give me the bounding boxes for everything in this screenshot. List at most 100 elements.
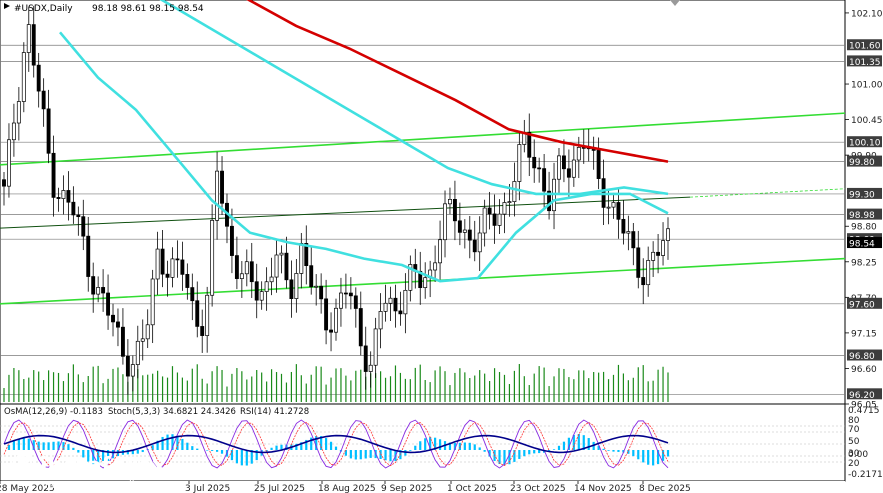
indicator-lines	[0, 419, 845, 469]
candle-body	[343, 292, 348, 295]
candle-body	[61, 190, 66, 199]
candle-body	[170, 258, 175, 278]
logo-brand-text: instaforex	[40, 454, 166, 479]
price-tag-bg	[847, 349, 882, 361]
indicator-tick-label: 30	[848, 449, 860, 459]
time-tick-label: 18 Aug 2025	[318, 484, 376, 493]
candle-body	[393, 297, 398, 312]
candle-body	[368, 364, 373, 372]
candle-body	[234, 255, 239, 279]
candle-body	[175, 258, 180, 261]
candle-body	[106, 292, 111, 316]
price-tag-label: 100.10	[849, 139, 881, 149]
candle-body	[319, 285, 324, 300]
candle-body	[492, 213, 497, 226]
candle-body	[448, 199, 452, 205]
candle-body	[358, 308, 363, 347]
indicator-tick-label: 80	[848, 416, 860, 426]
brand-logo: instaforex Instant Forex Trading	[11, 453, 166, 491]
candle-body	[557, 155, 561, 180]
candle-body	[289, 279, 294, 299]
price-tag-label: 97.60	[849, 300, 875, 310]
time-tick-label: 3 Jul 2025	[185, 484, 230, 493]
candle-body	[631, 231, 636, 249]
candle-body	[661, 240, 665, 256]
candle-body	[378, 311, 383, 330]
price-tag-bg	[847, 388, 882, 400]
candle-body	[566, 168, 571, 178]
candle-body	[229, 225, 234, 256]
lower-trend-line	[0, 257, 846, 305]
candle-body	[462, 229, 467, 233]
time-axis-bg	[0, 481, 845, 493]
candle-body	[26, 24, 31, 53]
candle-body	[363, 345, 368, 372]
candle-body	[373, 328, 378, 366]
candle-body	[205, 294, 210, 336]
price-tag-label: 99.30	[849, 190, 875, 200]
candle-body	[51, 152, 56, 198]
candle-body	[571, 159, 576, 178]
price-tag-bg	[847, 208, 882, 220]
price-tag-label: 96.20	[849, 391, 875, 401]
candle-body	[81, 216, 86, 237]
indicator-tick-label: 20	[848, 459, 860, 469]
candle-body	[309, 265, 314, 288]
candle-body	[11, 122, 16, 141]
candle-body	[16, 101, 21, 124]
price-tag-label: 99.80	[849, 158, 875, 168]
candle-body	[339, 292, 343, 309]
candle-body	[91, 276, 96, 295]
candle-body	[195, 300, 200, 327]
candle-body	[31, 24, 36, 66]
candle-body	[398, 310, 403, 315]
candle-body	[646, 260, 651, 286]
rsi-label: RSI(14) 41.2728	[240, 407, 309, 417]
time-tick-label: 9 Sep 2025	[381, 484, 432, 493]
stoch-label: Stoch(5,3,3) 34.6821 24.3426	[108, 407, 236, 417]
candle-body	[537, 167, 542, 170]
ohlc-readout: 98.18 98.61 98.15 98.54	[92, 4, 204, 14]
price-tag-bg	[847, 136, 882, 148]
candle-body	[165, 273, 170, 278]
candle-body	[244, 261, 249, 275]
ema-slow-line	[159, 0, 669, 196]
price-tag-bg	[847, 297, 882, 309]
candle-body	[457, 220, 462, 233]
candle-body	[482, 207, 487, 234]
candle-body	[41, 90, 46, 110]
candle-body	[329, 329, 333, 333]
candle-body	[433, 262, 438, 271]
indicator-panel	[0, 403, 846, 482]
candle-body	[140, 338, 145, 342]
indicator-tick-label: 0.4715	[848, 406, 880, 416]
indicator-tick-label: 70	[848, 425, 860, 435]
candle-body	[56, 197, 61, 199]
collapse-arrow-icon[interactable]	[4, 3, 10, 9]
osma-label: OsMA(12,26,9) -0.1183	[4, 407, 103, 417]
logo-globe-lines-icon	[13, 455, 35, 477]
candle-body	[254, 281, 259, 301]
candle-body	[249, 261, 254, 283]
candle-body	[334, 307, 338, 333]
candle-body	[487, 207, 492, 215]
candle-body	[314, 285, 319, 288]
candle-body	[299, 243, 304, 274]
volume-bars	[3, 364, 669, 402]
price-tick-label: 98.25	[851, 258, 877, 268]
candle-body	[264, 281, 269, 292]
time-tick-label: 8 Dec 2025	[639, 484, 691, 493]
candle-body	[497, 213, 502, 226]
candle-body	[626, 231, 631, 234]
candle-body	[477, 232, 482, 253]
candles	[2, 5, 670, 395]
candle-body	[210, 219, 215, 296]
price-tag-bg	[847, 187, 882, 199]
time-tick-label: 28 May 2025	[0, 484, 55, 493]
price-tag-bg	[847, 237, 882, 249]
rsi-line	[3, 434, 669, 454]
candle-body	[472, 239, 477, 253]
candle-body	[185, 274, 190, 288]
